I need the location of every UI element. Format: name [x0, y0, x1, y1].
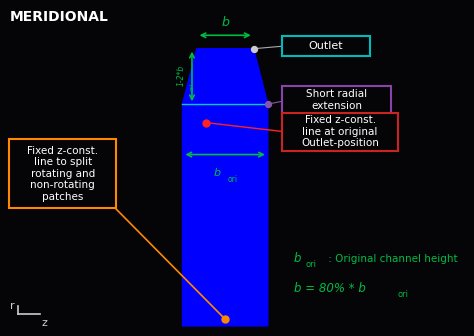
Text: : Original channel height: : Original channel height: [325, 254, 457, 264]
Point: [250, 46, 257, 51]
FancyBboxPatch shape: [282, 36, 370, 56]
Text: z: z: [42, 318, 47, 328]
Text: ori: ori: [397, 290, 408, 299]
FancyBboxPatch shape: [9, 139, 116, 208]
Text: b = 80% * b: b = 80% * b: [294, 282, 366, 295]
Text: MERIDIONAL: MERIDIONAL: [9, 10, 109, 24]
Text: b: b: [294, 252, 301, 265]
Text: ori: ori: [190, 83, 195, 91]
Polygon shape: [182, 49, 268, 326]
FancyBboxPatch shape: [282, 86, 391, 114]
Text: Short radial
extension: Short radial extension: [306, 89, 367, 111]
Text: Fixed z-const.
line at original
Outlet-position: Fixed z-const. line at original Outlet-p…: [301, 115, 379, 149]
Text: 1-2*b: 1-2*b: [177, 65, 186, 86]
Text: Outlet: Outlet: [309, 41, 343, 51]
Point: [221, 317, 229, 322]
Text: b: b: [213, 168, 220, 178]
Text: ori: ori: [228, 175, 237, 184]
Point: [202, 120, 210, 125]
FancyBboxPatch shape: [282, 113, 398, 151]
Text: ori: ori: [306, 260, 317, 269]
Point: [264, 101, 272, 107]
Text: b: b: [221, 15, 229, 29]
Text: Fixed z-const.
line to split
rotating and
non-rotating
patches: Fixed z-const. line to split rotating an…: [27, 146, 99, 202]
Text: r: r: [10, 301, 15, 311]
